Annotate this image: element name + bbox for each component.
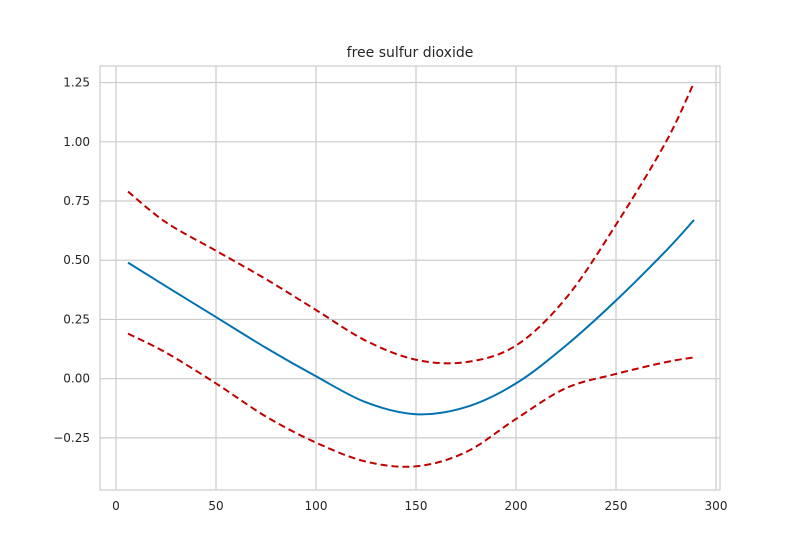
y-tick-label: 0.50 [63,253,90,267]
y-tick-label: 0.25 [63,312,90,326]
y-tick-label: 0.00 [63,372,90,386]
y-tick-label: 0.75 [63,194,90,208]
x-tick-label: 50 [208,499,223,513]
series-line-estimate [127,219,695,416]
chart-title: free sulfur dioxide [347,45,474,61]
x-tick-label: 150 [405,499,428,513]
plot-frame [99,65,721,491]
x-tick-label: 200 [505,499,528,513]
plot-area: 0 50 100 150 200 250 300 −0.25 0.00 0.25 0.50 0.75 1… [53,65,728,513]
y-tick-label: 1.00 [63,135,90,149]
x-tick-label: 100 [305,499,328,513]
series-line-upper-bound [127,82,695,365]
x-tick-label: 250 [605,499,628,513]
x-tick-label: 300 [705,499,728,513]
x-tick-label: 0 [112,499,120,513]
y-tick-label: 1.25 [63,76,90,90]
series-line-lower-bound [127,332,695,468]
y-tick-label: −0.25 [53,431,90,445]
